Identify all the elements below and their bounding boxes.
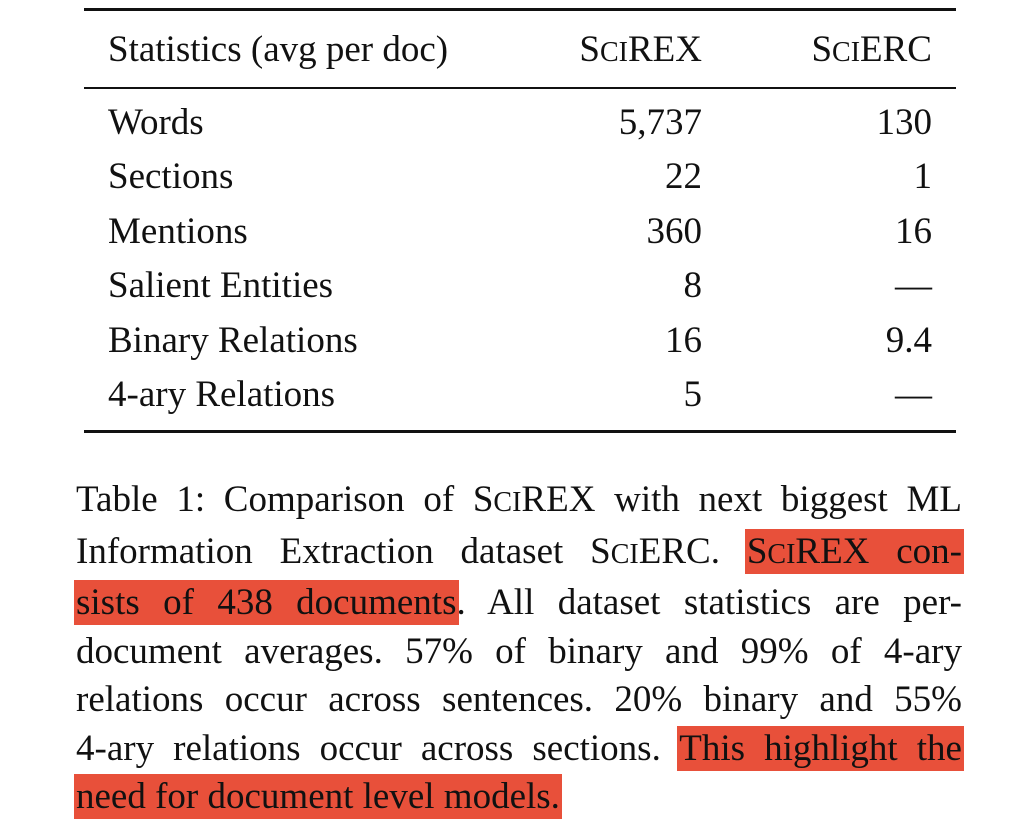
- row-label: Binary Relations: [108, 319, 358, 361]
- caption-line-5: relations occur across sentences. 20% bi…: [76, 679, 962, 720]
- row-label: Sections: [108, 156, 234, 198]
- caption-text: . All dataset statistics are per-: [456, 582, 963, 623]
- highlight-document-level-models: need for document level models.: [76, 776, 560, 817]
- table-body: Words 5,737 130 Sections 22 1 Mentions 360 16 Sal…: [84, 88, 956, 433]
- table-header-row: Statistics (avg per doc) SCIREX SCIERC: [84, 8, 956, 89]
- caption-line-4: document averages. 57% of binary and 99%…: [76, 630, 962, 672]
- cell-scirex: 16: [665, 319, 702, 361]
- header-scierc: SCIERC: [702, 8, 956, 89]
- caption-text: 4-ary relations occur across sections.: [76, 727, 661, 769]
- highlight-438-documents: sists of 438 documents: [76, 582, 457, 623]
- caption-line-6: 4-ary relations occur across sections. T…: [76, 725, 962, 774]
- cell-scierc: 1: [913, 156, 933, 198]
- statistics-table: Statistics (avg per doc) SCIREX SCIERC W…: [84, 8, 956, 433]
- table-row: Mentions 360 16: [84, 204, 956, 259]
- cell-scierc: —: [895, 265, 932, 307]
- cell-scierc: 16: [895, 210, 932, 252]
- table-row: Binary Relations 16 9.4: [84, 313, 956, 368]
- table-row: 4-ary Relations 5—: [84, 367, 956, 433]
- highlight-this-highlight: This highlight the: [679, 727, 962, 769]
- caption-line-7: need for document level models.: [76, 773, 962, 822]
- cell-scirex: 22: [665, 156, 702, 198]
- row-label: 4-ary Relations: [84, 367, 512, 433]
- cell-scirex: 8: [683, 265, 703, 307]
- row-label: Words: [108, 101, 204, 143]
- cell-scierc: 9.4: [885, 319, 932, 361]
- caption-line-3: sists of 438 documents. All dataset stat…: [76, 579, 962, 628]
- row-label: Salient Entities: [108, 265, 334, 307]
- row-label: Mentions: [108, 210, 248, 252]
- table-row: Sections 22 1: [84, 150, 956, 205]
- cell-scirex: 360: [646, 210, 703, 252]
- highlight-scirex-consists: SCIREX con-: [746, 530, 962, 572]
- caption-line-2: Information Extraction dataset SCIERC. S…: [76, 530, 962, 572]
- header-statistics: Statistics (avg per doc): [84, 8, 512, 89]
- table-row: Salient Entities 8 —: [84, 259, 956, 314]
- table-caption: Table 1: Comparison of SCIREX with next …: [76, 476, 962, 822]
- header-scirex: SCIREX: [512, 8, 702, 89]
- caption-line-1: Table 1: Comparison of SCIREX with next …: [76, 479, 962, 520]
- table-row: Words 5,737 130: [84, 88, 956, 150]
- cell-scirex: 5: [512, 367, 702, 433]
- cell-scierc: 130: [876, 101, 933, 143]
- cell-scirex: 5,737: [618, 101, 702, 143]
- cell-scierc: —: [702, 367, 956, 433]
